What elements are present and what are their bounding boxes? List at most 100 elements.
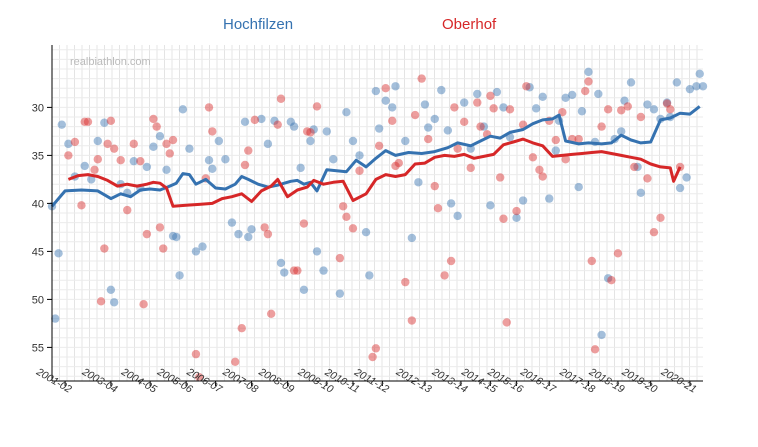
data-point-series-2 — [424, 134, 433, 144]
legend-label-series-1: Hochfilzen — [223, 16, 294, 33]
data-point-series-1 — [227, 218, 237, 227]
data-point-series-1 — [414, 178, 423, 187]
y-tick-label: 50 — [32, 294, 44, 306]
data-point-series-1 — [692, 82, 701, 91]
data-point-series-2 — [70, 137, 80, 147]
data-point-series-1 — [322, 127, 331, 136]
data-point-series-1 — [276, 258, 286, 268]
data-point-series-1 — [381, 96, 390, 105]
data-point-series-1 — [178, 105, 188, 114]
data-point-series-1 — [93, 136, 102, 146]
data-point-series-1 — [443, 126, 453, 135]
data-point-series-1 — [348, 136, 358, 146]
y-tick-label: 35 — [32, 150, 44, 162]
data-point-series-2 — [136, 156, 145, 166]
data-point-series-1 — [567, 90, 577, 100]
data-point-series-1 — [247, 225, 256, 234]
data-point-series-2 — [260, 223, 269, 232]
data-point-series-1 — [191, 247, 201, 256]
data-point-series-2 — [106, 116, 116, 126]
data-point-series-2 — [152, 122, 161, 131]
data-point-series-1 — [512, 213, 521, 222]
data-point-series-2 — [597, 122, 606, 131]
data-point-series-1 — [420, 100, 430, 109]
data-point-series-2 — [237, 324, 246, 333]
data-point-series-2 — [486, 91, 495, 101]
data-point-series-2 — [522, 82, 531, 91]
data-point-series-1 — [698, 82, 708, 91]
data-point-series-1 — [617, 127, 626, 136]
data-point-series-1 — [155, 132, 165, 141]
data-point-series-2 — [299, 219, 309, 228]
data-point-series-2 — [93, 155, 102, 164]
data-point-series-2 — [302, 127, 312, 136]
data-point-series-1 — [57, 120, 67, 129]
data-point-series-2 — [263, 229, 273, 239]
data-point-series-2 — [240, 160, 250, 170]
data-point-series-2 — [244, 146, 253, 155]
data-point-series-2 — [64, 151, 73, 160]
data-point-series-1 — [695, 69, 704, 79]
data-point-series-2 — [466, 163, 475, 173]
trend-layer — [50, 105, 701, 208]
data-point-series-2 — [342, 212, 351, 222]
data-point-series-1 — [312, 247, 322, 256]
data-point-series-1 — [109, 298, 119, 307]
data-point-series-2 — [100, 244, 109, 253]
data-point-series-2 — [83, 117, 93, 127]
data-point-series-2 — [603, 105, 613, 114]
data-point-series-2 — [368, 352, 377, 362]
points-layer — [47, 67, 708, 382]
data-point-series-1 — [499, 103, 508, 112]
data-point-series-1 — [129, 156, 138, 166]
data-point-series-2 — [662, 99, 672, 108]
data-point-series-1 — [374, 124, 384, 133]
data-point-series-1 — [335, 289, 345, 298]
data-point-series-1 — [620, 96, 629, 105]
y-tick-label: 55 — [32, 342, 44, 354]
data-point-series-2 — [266, 309, 276, 318]
data-point-series-2 — [381, 84, 390, 93]
data-point-series-1 — [365, 271, 374, 280]
data-point-series-1 — [486, 201, 495, 210]
data-point-series-2 — [159, 244, 168, 253]
data-point-series-1 — [577, 107, 587, 116]
data-point-series-2 — [607, 276, 616, 285]
data-point-series-1 — [306, 136, 315, 146]
data-point-series-2 — [446, 256, 456, 266]
data-point-series-1 — [80, 161, 89, 171]
data-point-series-2 — [512, 206, 521, 216]
data-point-series-1 — [257, 114, 266, 124]
data-point-series-2 — [165, 149, 174, 158]
data-point-series-2 — [499, 214, 508, 223]
data-point-series-2 — [129, 139, 138, 149]
data-point-series-2 — [401, 277, 410, 287]
data-point-series-1 — [603, 274, 613, 283]
data-point-series-2 — [394, 158, 403, 168]
trend-line-series-1 — [50, 105, 701, 208]
data-point-series-1 — [682, 173, 691, 182]
data-point-series-1 — [459, 98, 469, 107]
data-point-series-2 — [155, 223, 165, 232]
data-point-series-1 — [525, 83, 534, 92]
data-point-series-1 — [626, 78, 636, 87]
data-point-series-1 — [594, 89, 603, 99]
data-point-series-1 — [142, 162, 152, 172]
data-point-series-2 — [250, 115, 260, 125]
data-point-series-2 — [162, 139, 171, 149]
data-point-series-2 — [476, 122, 485, 131]
data-point-series-2 — [666, 105, 675, 114]
data-point-series-2 — [191, 349, 201, 359]
data-point-series-1 — [329, 155, 338, 164]
data-point-series-1 — [162, 165, 171, 174]
data-point-series-2 — [335, 253, 345, 263]
data-point-series-2 — [587, 256, 596, 266]
data-point-series-1 — [437, 85, 446, 95]
data-point-series-2 — [581, 86, 590, 96]
data-point-series-1 — [675, 183, 685, 193]
data-point-series-1 — [545, 194, 554, 203]
data-point-series-2 — [495, 173, 505, 182]
data-point-series-2 — [90, 165, 99, 174]
data-point-series-2 — [473, 98, 482, 107]
